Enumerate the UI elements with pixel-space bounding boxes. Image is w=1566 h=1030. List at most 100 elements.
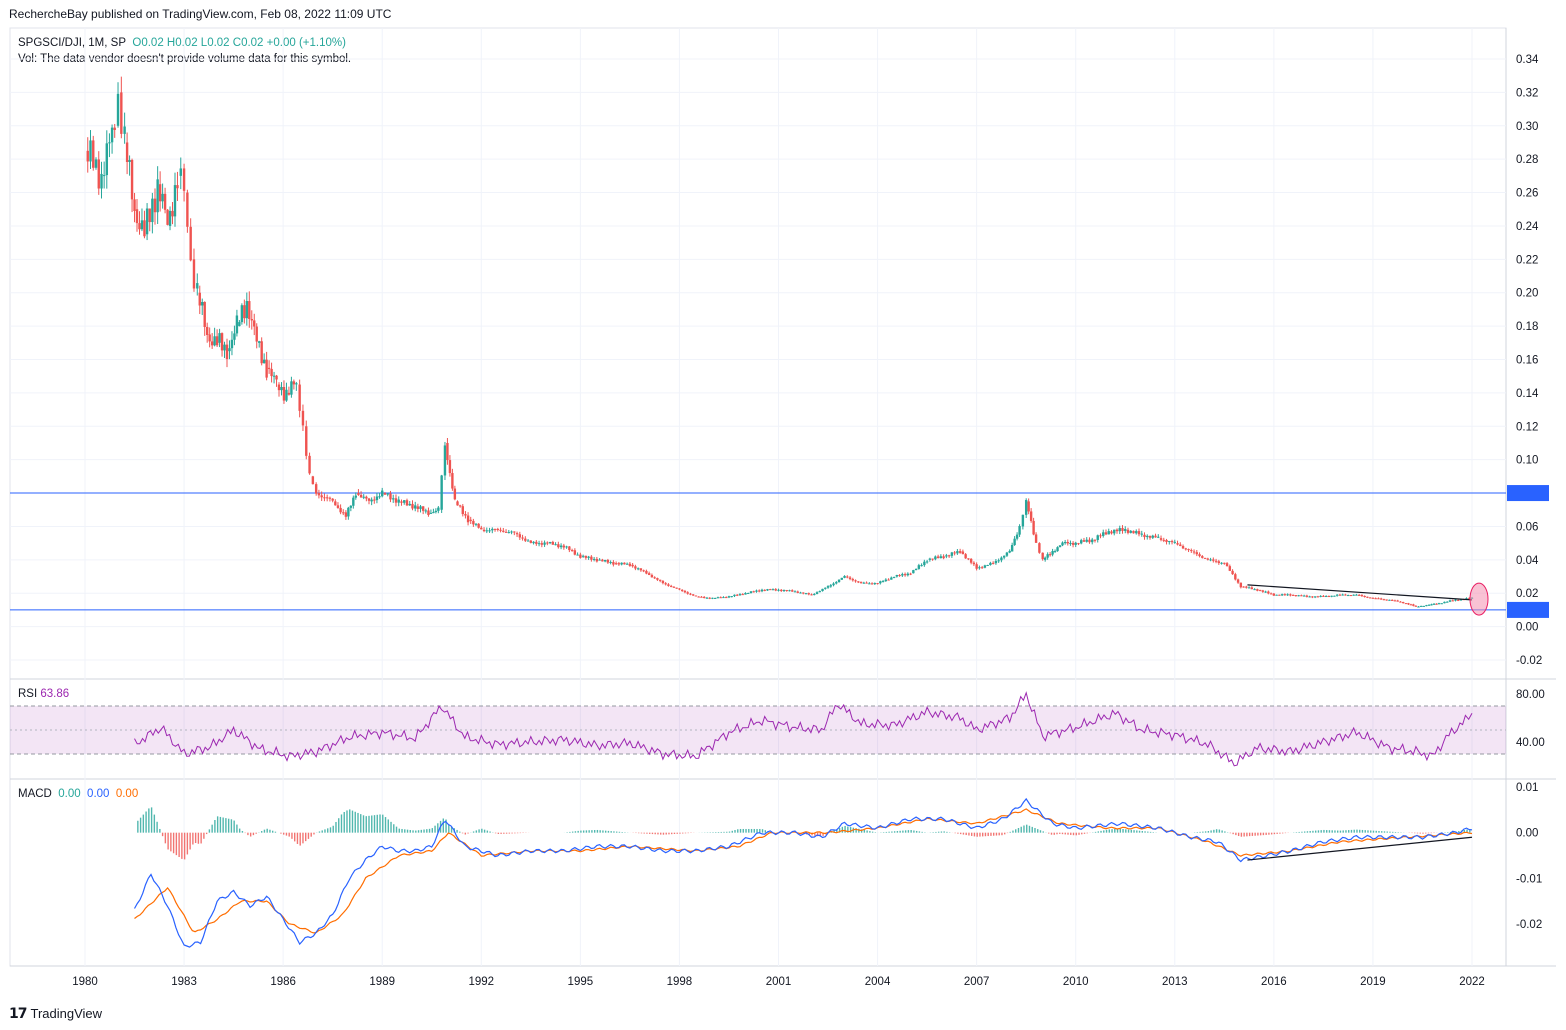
- candle-body: [1121, 528, 1124, 531]
- candle-body: [1239, 582, 1243, 588]
- candle-body: [1018, 526, 1021, 535]
- candle-body: [697, 596, 700, 598]
- candle-body: [997, 560, 1000, 562]
- candle-body: [1091, 539, 1094, 543]
- candle-body: [1034, 534, 1038, 543]
- candle-body: [1363, 595, 1366, 597]
- candle-body: [1407, 603, 1410, 605]
- candle-body: [472, 520, 475, 525]
- x-tick-label: 1998: [667, 976, 693, 988]
- candle-body: [1261, 590, 1265, 592]
- candle-body: [277, 384, 281, 391]
- candle-body: [543, 542, 546, 545]
- candle-body: [1179, 544, 1182, 547]
- candle-body: [339, 507, 342, 513]
- candle-body: [614, 563, 618, 565]
- candle-body: [1393, 600, 1397, 602]
- candle-body: [928, 558, 932, 560]
- candle-body: [733, 594, 736, 597]
- macd-tick-label: 0.00: [1516, 828, 1538, 840]
- candle-body: [829, 585, 832, 587]
- candle-body: [1465, 598, 1468, 600]
- candle-body: [714, 597, 717, 599]
- candle-body: [716, 597, 720, 599]
- candle-body: [120, 92, 123, 134]
- candle-body: [158, 184, 162, 202]
- candle-body: [408, 503, 411, 506]
- candle-body: [148, 208, 151, 223]
- candle-body: [821, 588, 824, 592]
- candle-body: [1430, 604, 1433, 606]
- candle-body: [378, 496, 381, 498]
- candle-body: [493, 528, 497, 530]
- candle-body: [507, 532, 511, 534]
- candle-body: [1253, 589, 1256, 591]
- candle-body: [989, 562, 992, 565]
- candle-body: [1010, 544, 1014, 552]
- footer-brand[interactable]: 𝟭𝟳 TradingView: [9, 1005, 102, 1022]
- rsi-legend[interactable]: RSI 63.86: [18, 688, 69, 700]
- candle-body: [917, 565, 921, 569]
- candle-body: [456, 501, 459, 506]
- candle-body: [151, 198, 154, 223]
- candle-body: [1264, 591, 1267, 593]
- candle-body: [1126, 529, 1130, 533]
- candle-body: [879, 581, 882, 584]
- candle-body: [934, 556, 937, 560]
- publisher-line: RechercheBay published on TradingView.co…: [9, 7, 392, 21]
- candle-body: [639, 568, 643, 571]
- candle-body: [1113, 529, 1116, 534]
- candle-body: [215, 336, 219, 346]
- y-tick-label: 0.06: [1516, 521, 1538, 533]
- candle-body: [105, 143, 108, 176]
- candle-body: [551, 541, 555, 545]
- candle-body: [914, 568, 918, 571]
- symbol-label[interactable]: SPGSCI/DJI, 1M, SP: [18, 37, 126, 49]
- candle-body: [650, 574, 654, 578]
- candle-body: [230, 339, 234, 349]
- candle-body: [1316, 596, 1320, 598]
- x-tick-label: 2004: [865, 976, 891, 988]
- candle-body: [1409, 604, 1413, 606]
- candle-body: [397, 499, 400, 503]
- candle-body: [140, 220, 144, 230]
- candle-body: [702, 596, 706, 598]
- candle-body: [524, 538, 527, 541]
- candle-body: [305, 426, 308, 456]
- candle-body: [466, 515, 470, 523]
- macd-legend[interactable]: MACD 0.00 0.00 0.00: [18, 788, 138, 800]
- candle-body: [994, 560, 998, 564]
- candle-body: [1195, 552, 1199, 555]
- candle-body: [859, 581, 863, 583]
- candle-body: [123, 126, 126, 134]
- candle-body: [394, 498, 398, 503]
- candle-body: [744, 592, 747, 595]
- candle-body: [1217, 561, 1221, 564]
- candle-body: [1115, 529, 1119, 532]
- candle-body: [477, 523, 480, 528]
- candle-body: [292, 381, 296, 385]
- candle-body: [1032, 520, 1035, 535]
- candle-body: [504, 531, 508, 533]
- candle-body: [94, 159, 98, 168]
- candle-body: [179, 168, 182, 176]
- candle-body: [116, 93, 120, 126]
- candle-body: [336, 505, 340, 508]
- candle-body: [1308, 596, 1311, 598]
- candle-body: [1313, 596, 1317, 598]
- candle-body: [1080, 540, 1083, 544]
- candle-body: [89, 140, 92, 162]
- candle-body: [238, 322, 241, 327]
- candle-body: [557, 544, 560, 548]
- candle-body: [854, 580, 857, 582]
- candle-body: [203, 301, 206, 327]
- candle-body: [1181, 546, 1185, 549]
- candle-body: [1291, 594, 1295, 596]
- candle-body: [352, 497, 355, 506]
- candle-body: [143, 220, 146, 237]
- candle-body: [1015, 534, 1019, 539]
- macd-label: MACD: [18, 788, 52, 800]
- candle-body: [1245, 586, 1248, 588]
- chart-canvas[interactable]: 1980 1983 1986 1989 1992 1995 1998 2001 2004 2007…: [0, 0, 1566, 1000]
- candle-body: [535, 541, 538, 544]
